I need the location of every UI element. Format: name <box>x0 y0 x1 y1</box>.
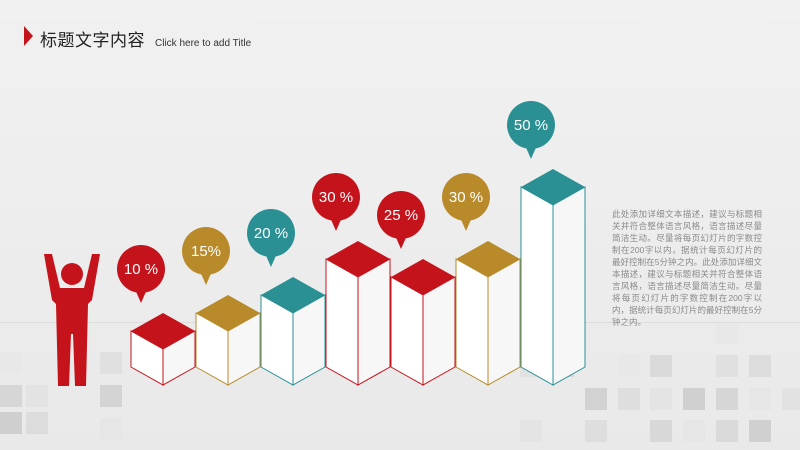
background-tile <box>749 388 771 410</box>
bar-top-face <box>456 241 520 277</box>
bar-right-face <box>357 258 391 386</box>
bar-left-face <box>455 258 489 386</box>
bar-top-face <box>326 241 390 277</box>
background-tile <box>0 412 22 434</box>
bar-left-face <box>325 258 359 386</box>
value-bubble: 20 % <box>247 209 295 267</box>
background-tile <box>100 352 122 374</box>
bar-3: 20 % <box>247 209 326 386</box>
bar-2: 15% <box>182 227 261 386</box>
bar-top-face <box>261 277 325 313</box>
bar-right-face <box>487 258 521 386</box>
title-marker-icon <box>24 26 33 46</box>
bar-5: 25 % <box>377 191 456 386</box>
bar-top-face <box>131 313 195 349</box>
value-label: 30 % <box>319 189 353 206</box>
bar-top-face <box>521 169 585 205</box>
background-tile <box>716 420 738 442</box>
value-bubble: 10 % <box>117 245 165 303</box>
background-tile <box>749 420 771 442</box>
person-arms-raised-icon <box>44 254 100 386</box>
bar-1: 10 % <box>117 245 196 386</box>
value-label: 30 % <box>449 189 483 206</box>
bar-right-face <box>422 276 456 386</box>
slide-header: 标题文字内容 Click here to add Title <box>24 26 251 50</box>
value-bubble: 30 % <box>442 173 490 231</box>
slide-title[interactable]: 标题文字内容 <box>40 31 145 50</box>
background-tile <box>26 412 48 434</box>
description-text[interactable]: 此处添加详细文本描述，建议与标题相关并符合整体语言风格，语言描述尽量简洁生动。尽… <box>612 209 762 327</box>
value-label: 50 % <box>514 117 548 134</box>
value-bubble: 15% <box>182 227 230 285</box>
bar-right-face <box>552 186 586 386</box>
background-tile <box>585 420 607 442</box>
bar-left-face <box>390 276 424 386</box>
background-tile <box>650 388 672 410</box>
value-label: 25 % <box>384 207 418 224</box>
background-tile <box>650 355 672 377</box>
background-tile <box>100 385 122 407</box>
bar-4: 30 % <box>312 173 391 386</box>
background-tile <box>618 388 640 410</box>
value-label: 20 % <box>254 225 288 242</box>
background-tile <box>0 385 22 407</box>
bar-left-face <box>520 186 554 386</box>
background-tile <box>716 388 738 410</box>
value-bubble: 50 % <box>507 101 555 159</box>
bar-top-face <box>391 259 455 295</box>
background-tile <box>716 355 738 377</box>
background-tile <box>683 388 705 410</box>
bar-7: 50 % <box>507 101 586 386</box>
background-tile <box>650 420 672 442</box>
background-tile <box>520 420 542 442</box>
value-label: 10 % <box>124 261 158 278</box>
slide-subtitle[interactable]: Click here to add Title <box>155 38 252 49</box>
background-tile <box>0 352 22 374</box>
value-label: 15% <box>191 243 221 260</box>
background-tile <box>683 420 705 442</box>
background-tile <box>716 322 738 344</box>
background-tile <box>618 355 640 377</box>
value-bubble: 25 % <box>377 191 425 249</box>
bar-right-face <box>292 294 326 386</box>
bar-6: 30 % <box>442 173 521 386</box>
bar-top-face <box>196 295 260 331</box>
background-tile <box>100 418 122 440</box>
background-tile <box>26 385 48 407</box>
background-tile <box>585 388 607 410</box>
background-tile <box>749 355 771 377</box>
background-tile <box>782 388 800 410</box>
value-bubble: 30 % <box>312 173 360 231</box>
